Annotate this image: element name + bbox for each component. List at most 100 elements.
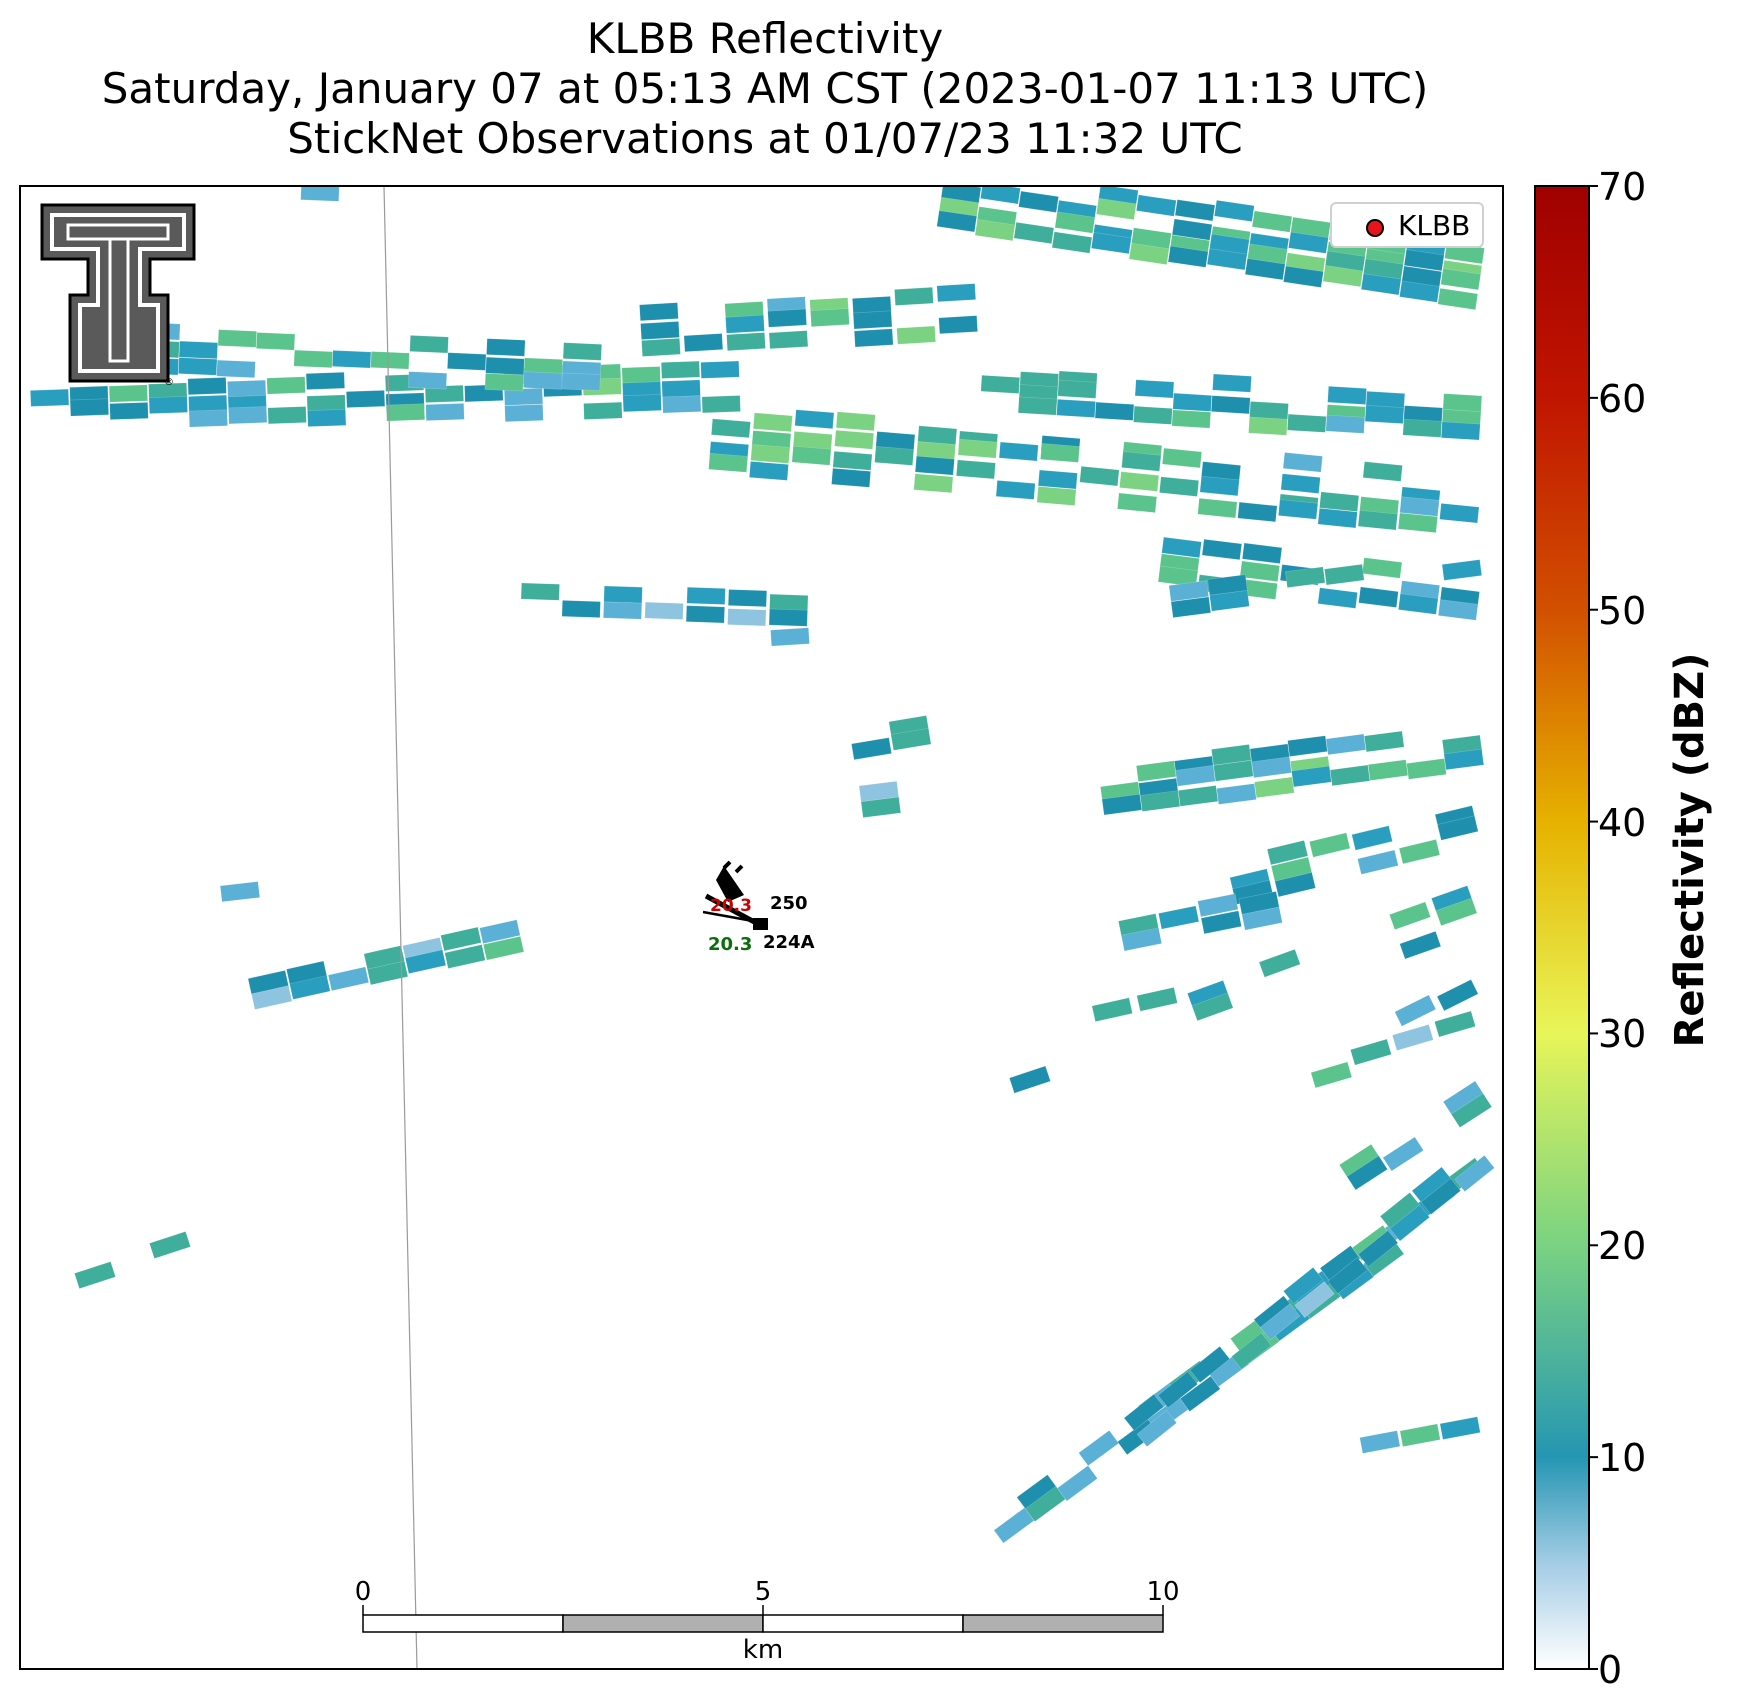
- reflectivity-cell: [1346, 1155, 1388, 1191]
- reflectivity-cell: [791, 445, 832, 466]
- reflectivity-cell: [835, 411, 876, 432]
- colorbar-tick-30: 30: [1598, 1012, 1647, 1056]
- reflectivity-cell: [404, 949, 447, 974]
- reflectivity-cell: [1213, 199, 1255, 222]
- reflectivity-cell: [1363, 730, 1405, 753]
- reflectivity-cell: [1391, 1024, 1434, 1051]
- reflectivity-cell: [479, 919, 521, 944]
- reflectivity-cell: [1237, 501, 1278, 523]
- reflectivity-cell: [1161, 536, 1202, 559]
- reflectivity-cell: [1406, 758, 1447, 780]
- reflectivity-cell: [914, 455, 955, 476]
- reflectivity-cell: [1398, 593, 1439, 615]
- reflectivity-cell: [1440, 268, 1482, 291]
- klbb-marker-icon: [1366, 219, 1384, 237]
- reflectivity-cell: [108, 384, 148, 403]
- reflectivity-cell: [944, 161, 984, 182]
- reflectivity-cell: [385, 403, 426, 422]
- reflectivity-cell: [752, 412, 793, 433]
- reflectivity-cell: [1248, 416, 1288, 436]
- reflectivity-cell: [1397, 512, 1438, 533]
- reflectivity-cell: [661, 379, 701, 398]
- reflectivity-cell: [1435, 897, 1478, 927]
- reflectivity-cell: [1442, 393, 1483, 413]
- reflectivity-cell: [520, 582, 560, 601]
- reflectivity-cell: [1317, 587, 1358, 609]
- reflectivity-cell: [750, 444, 791, 464]
- reflectivity-cell: [1101, 793, 1143, 816]
- legend-label: KLBB: [1398, 209, 1471, 242]
- reflectivity-cell: [1284, 566, 1326, 588]
- reflectivity-cell: [860, 796, 902, 818]
- reflectivity-cell: [1357, 1230, 1399, 1268]
- station-value-label: 20.3: [708, 934, 753, 955]
- reflectivity-cell: [1357, 849, 1399, 875]
- reflectivity-cell: [748, 461, 789, 481]
- wind-barb-224a: [704, 893, 762, 928]
- reflectivity-cell: [178, 357, 218, 376]
- reflectivity-cell: [1389, 1204, 1431, 1242]
- reflectivity-cell: [1094, 401, 1135, 421]
- reflectivity-cell: [255, 332, 296, 351]
- reflectivity-cell: [1403, 249, 1445, 272]
- reflectivity-cell: [1051, 231, 1093, 254]
- reflectivity-cell: [1095, 197, 1137, 221]
- reflectivity-cell: [1179, 1375, 1221, 1412]
- reflectivity-cell: [1389, 901, 1431, 931]
- reflectivity-cell: [1258, 948, 1301, 978]
- reflectivity-cell: [1191, 992, 1234, 1022]
- reflectivity-cell: [1436, 979, 1479, 1012]
- reflectivity-cell: [583, 401, 623, 420]
- reflectivity-cell: [725, 314, 765, 334]
- reflectivity-cell: [1325, 414, 1366, 434]
- reflectivity-cell: [1121, 451, 1162, 472]
- reflectivity-cell: [1018, 190, 1059, 213]
- wind-barb-flag: [716, 866, 744, 902]
- reflectivity-cell: [639, 302, 679, 322]
- reflectivity-cell: [851, 737, 892, 761]
- reflectivity-cell: [1364, 405, 1405, 424]
- reflectivity-cell: [1078, 1429, 1120, 1467]
- reflectivity-cell: [603, 585, 643, 604]
- reflectivity-cell: [217, 329, 257, 348]
- reflectivity-cell: [289, 975, 331, 1000]
- reflectivity-cell: [1079, 465, 1120, 487]
- reflectivity-cell: [1136, 1409, 1178, 1448]
- reflectivity-cell: [1136, 987, 1178, 1012]
- reflectivity-cell: [1239, 560, 1280, 582]
- reflectivity-cell: [1210, 395, 1251, 415]
- reflectivity-cell: [1008, 1065, 1051, 1094]
- reflectivity-cell: [1231, 1332, 1272, 1370]
- reflectivity-cell: [1175, 765, 1216, 787]
- reflectivity-cell: [1437, 599, 1479, 621]
- reflectivity-cell: [1249, 401, 1289, 420]
- reflectivity-cell: [1206, 248, 1248, 271]
- title-line-1: KLBB Reflectivity: [586, 14, 944, 63]
- reflectivity-cell: [1310, 1061, 1353, 1089]
- reflectivity-cell: [1057, 379, 1097, 399]
- reflectivity-cell: [621, 366, 661, 385]
- reflectivity-cell: [409, 335, 449, 354]
- reflectivity-cell: [1199, 475, 1240, 497]
- reflectivity-cell: [832, 450, 873, 471]
- reflectivity-cell: [1361, 557, 1403, 579]
- scale-bar: [362, 1605, 1164, 1633]
- colorbar-tick-20: 20: [1598, 1224, 1647, 1268]
- reflectivity-cell: [701, 395, 741, 414]
- reflectivity-cell: [1135, 194, 1177, 217]
- reflectivity-cell: [980, 186, 1021, 205]
- station-id-224a: 224A: [763, 932, 815, 953]
- reflectivity-cell: [1439, 1416, 1481, 1440]
- reflectivity-cell: [1259, 1303, 1301, 1341]
- plot-frame: [19, 185, 1504, 1670]
- reflectivity-cell: [1291, 765, 1332, 788]
- reflectivity-cell: [1189, 1345, 1231, 1384]
- reflectivity-cell: [74, 1261, 116, 1289]
- reflectivity-cell: [810, 308, 850, 328]
- reflectivity-cell: [1329, 764, 1371, 787]
- reflectivity-cell: [727, 608, 767, 627]
- reflectivity-cell: [484, 373, 524, 392]
- scale-unit-label: km: [742, 1635, 784, 1665]
- reflectivity-cell: [562, 342, 603, 361]
